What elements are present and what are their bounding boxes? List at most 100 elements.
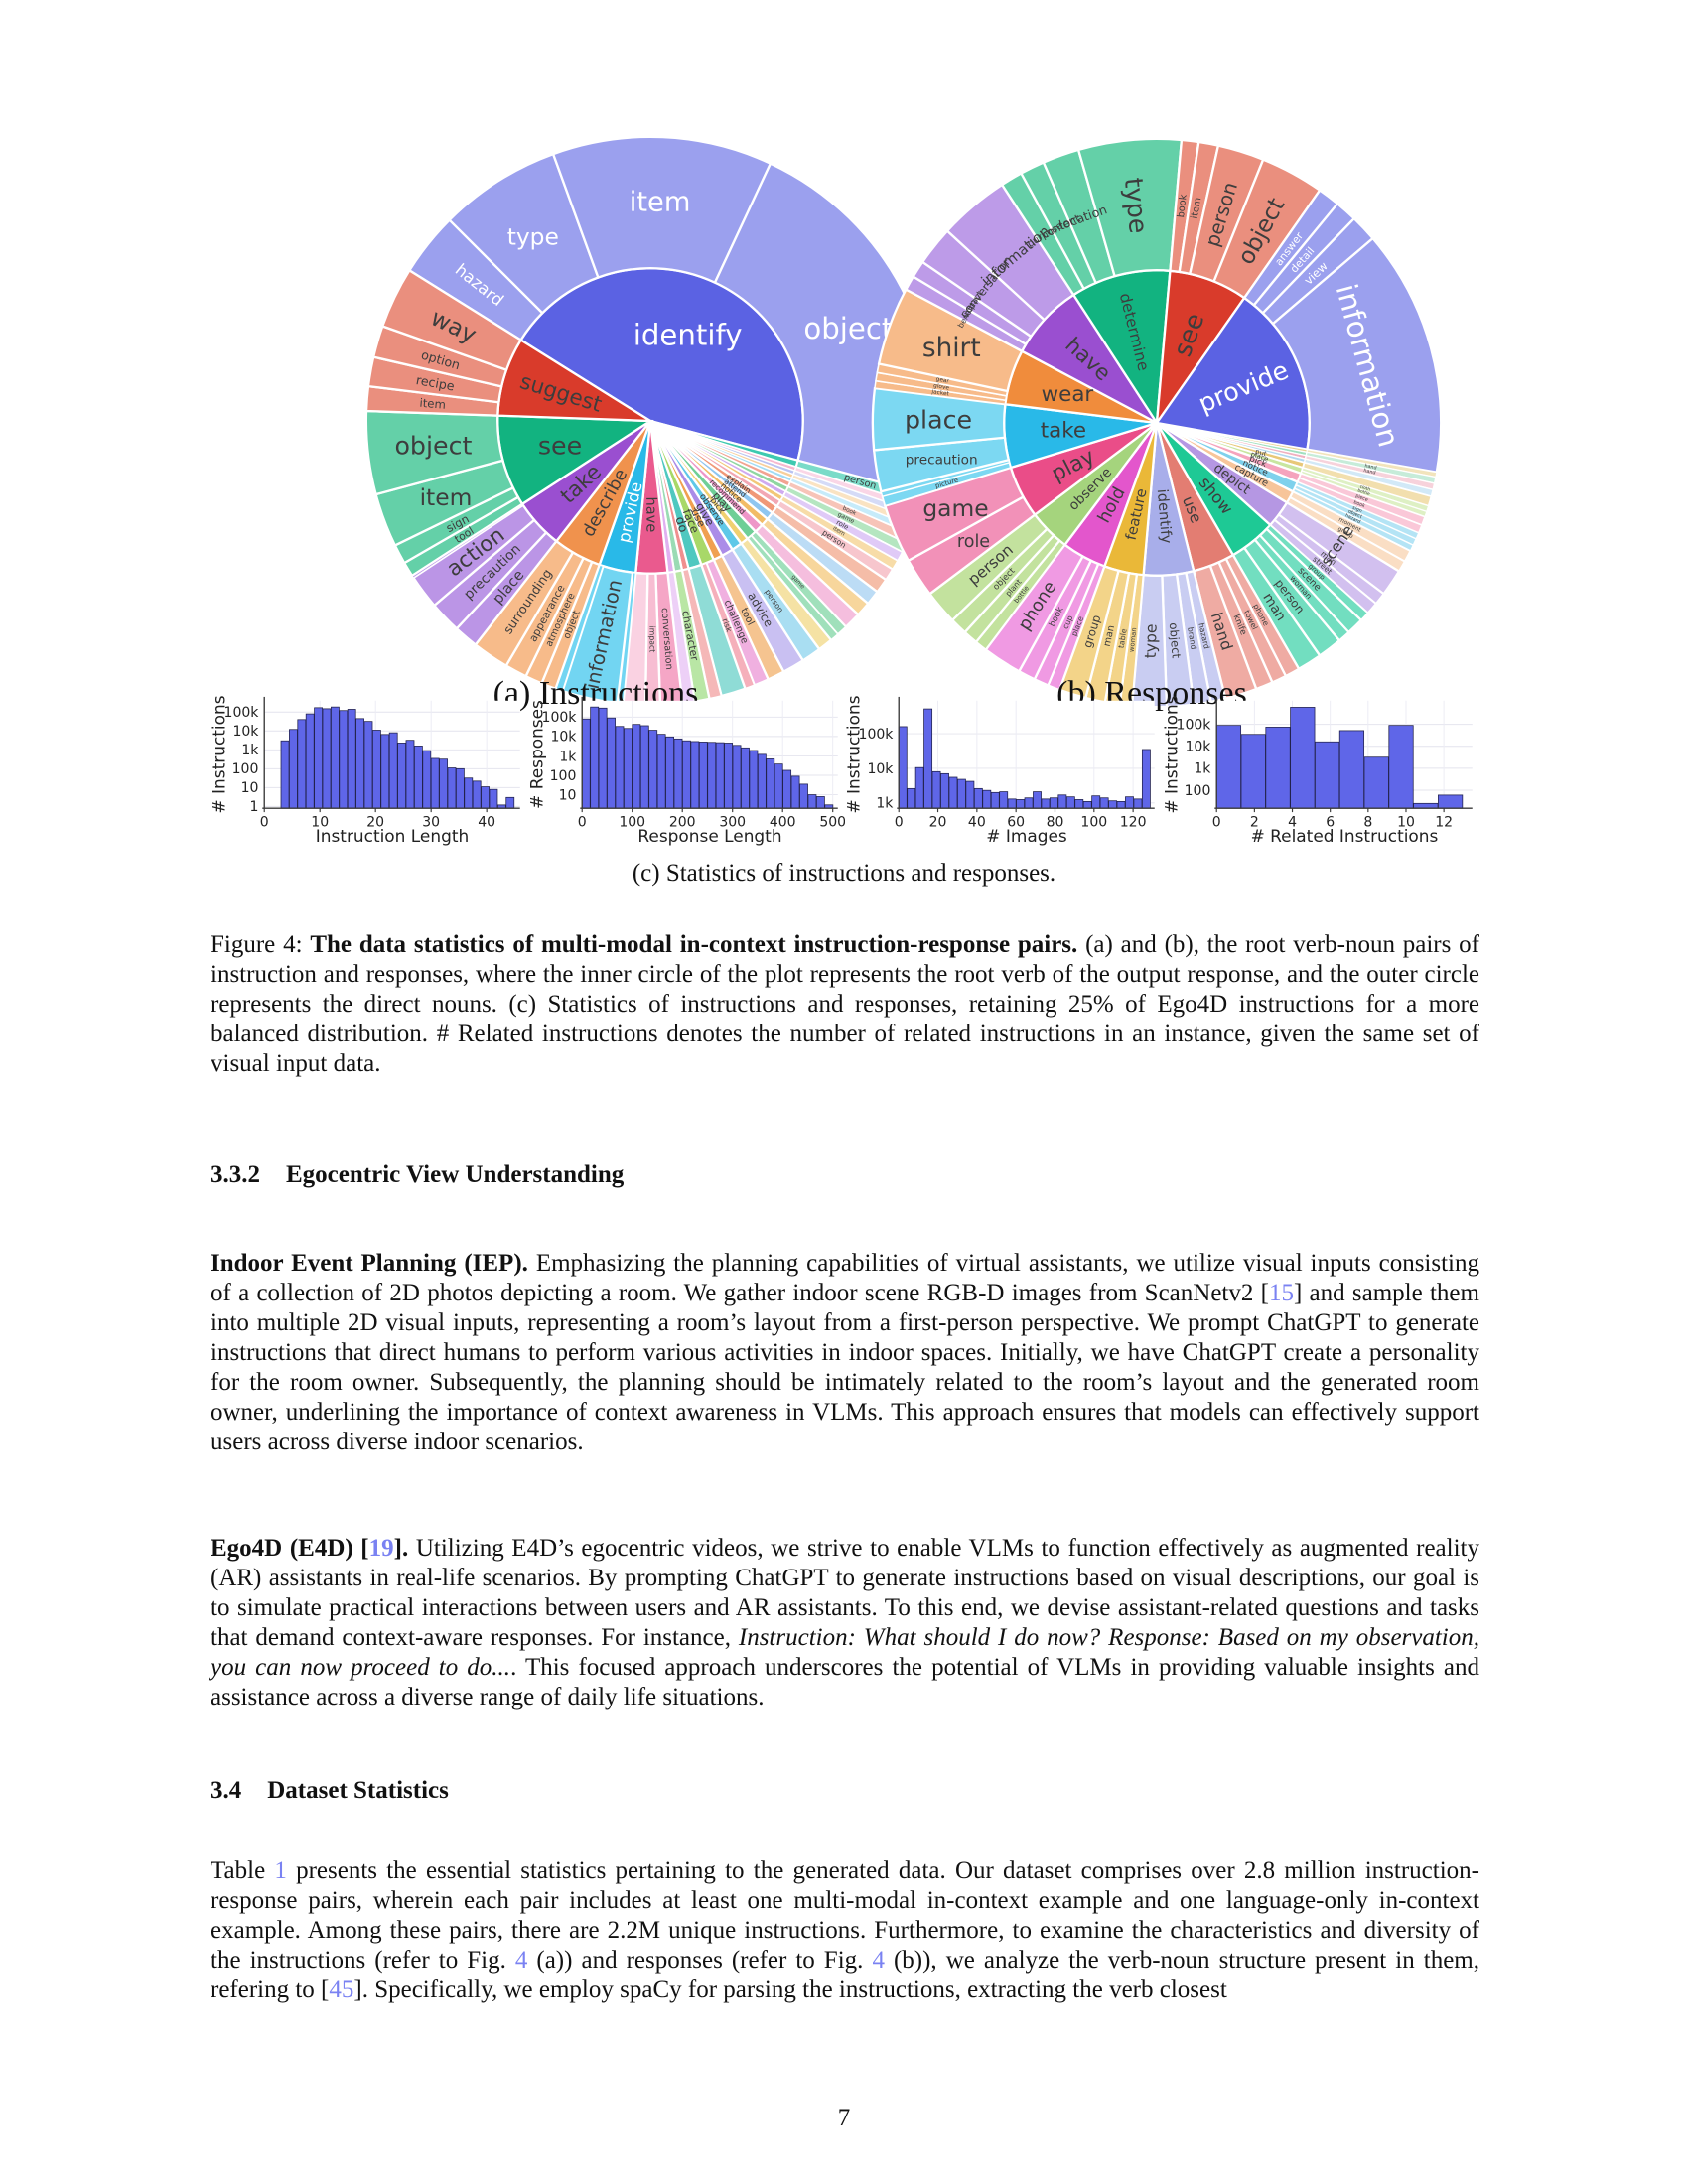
y-tick-label: 1 [249,799,258,815]
bar [280,740,290,809]
bar [940,772,949,809]
paragraph-iep: Indoor Event Planning (IEP). Emphasizing… [211,1249,1479,1457]
sunburst-label: identify [633,318,743,351]
x-tick-label: 12 [1435,815,1453,831]
bar [1065,796,1075,809]
y-tick-label: 100k [1176,717,1211,733]
y-tick-label: 10k [232,724,259,740]
citation-link[interactable]: 19 [368,1535,394,1562]
citation-link[interactable]: 4 [872,1947,885,1974]
sunburst-label: jacket [930,389,950,398]
x-tick-label: 80 [1047,815,1064,831]
bar [990,791,1000,809]
bar [1007,798,1017,809]
sunburst-label: book [1176,194,1190,218]
x-tick-label: 0 [577,815,586,831]
text-run: The data statistics of multi-modal in-co… [310,931,1078,958]
y-axis-title: # Instructions [845,695,864,813]
bar [647,730,657,809]
sunburst-label: object [1347,508,1363,520]
bar [347,709,356,809]
sunburst-label: conversation [658,608,674,670]
bar [1125,796,1134,809]
sunburst-label: woman [1128,627,1139,653]
bar [1264,727,1291,809]
sunburst-label: recipe [415,372,456,394]
y-tick-label: 100k [859,727,895,743]
bar [489,788,498,809]
text-run: (a) and (b), the root verb-noun pairs of… [211,931,1479,1077]
bar [781,769,791,809]
text-run: Table [211,1857,275,1884]
bar [331,706,340,809]
bar [765,758,774,809]
x-tick-label: 40 [968,815,986,831]
text-run: ] and sample them into multiple 2D visua… [211,1280,1479,1455]
citation-link[interactable]: 45 [329,1977,354,2003]
sunburst-label: take [1041,419,1086,444]
sunburst-label: cloth [1359,484,1371,493]
citation-link[interactable]: 15 [1268,1280,1294,1306]
x-tick-label: 20 [366,815,384,831]
bar [1016,799,1026,809]
bar [447,767,457,809]
y-tick-label: 100 [232,761,259,777]
x-tick-label: 200 [668,815,695,831]
bar [1099,797,1109,809]
section-number: 3.3.2 [211,1161,260,1188]
text-run: Ego4D (E4D) [ [211,1535,369,1562]
sunburst-label: precaution [906,452,978,468]
bar [1338,730,1364,809]
x-tick-label: 20 [929,815,947,831]
y-tick-label: 10 [558,787,576,803]
bar [790,775,799,809]
bar [297,719,307,809]
bar [898,726,908,809]
y-axis-title: # Responses [528,700,547,809]
bar [740,747,750,809]
bar [1215,725,1241,809]
bar [723,743,733,809]
bar [380,734,390,809]
sunburst-wedge [380,268,523,372]
sunburst-label: shirt [922,334,981,363]
citation-link[interactable]: 4 [514,1947,528,1974]
section-number: 3.4 [211,1777,242,1804]
bar [681,740,691,809]
sunburst-label: man [1102,624,1117,647]
bar [422,750,432,809]
sunburst-label: item [1190,197,1204,220]
x-tick-label: 120 [1120,815,1147,831]
bar [1049,797,1058,809]
bar [689,741,699,809]
bar [472,780,482,809]
x-tick-label: 10 [311,815,329,831]
sunburst-label: book [841,506,857,518]
y-tick-label: 10k [550,730,577,746]
bar [774,763,783,809]
sunburst-label: impact [647,626,656,653]
x-tick-label: 6 [1326,815,1335,831]
sunburst-label: item [630,188,691,218]
sunburst-chart-responses: placecupbookphoneholdbottleplantobjectpe… [871,137,1443,709]
bar [1437,794,1463,809]
y-tick-label: 10k [867,761,894,777]
bar [914,766,924,809]
sunburst-label: type [1142,623,1161,658]
bar [798,783,808,809]
subcaption-c: (c) Statistics of instructions and respo… [632,860,1056,887]
paragraph-dataset-statistics: Table 1 presents the essential statistic… [211,1856,1479,2005]
y-axis-title: # Instructions [211,695,229,813]
bar [965,780,975,809]
bar [931,770,941,809]
bar [1412,802,1438,809]
section-heading-332: 3.3.2 Egocentric View Understanding [211,1161,1479,1189]
page-number: 7 [837,2105,851,2131]
bar [405,740,415,809]
sunburst-label: hand [1364,463,1377,471]
sunburst-label: wear [1042,382,1094,407]
sunburst-wedge [1271,236,1443,475]
x-tick-label: 100 [619,815,645,831]
citation-link[interactable]: 1 [274,1857,287,1884]
x-axis-title: Instruction Length [316,826,469,846]
